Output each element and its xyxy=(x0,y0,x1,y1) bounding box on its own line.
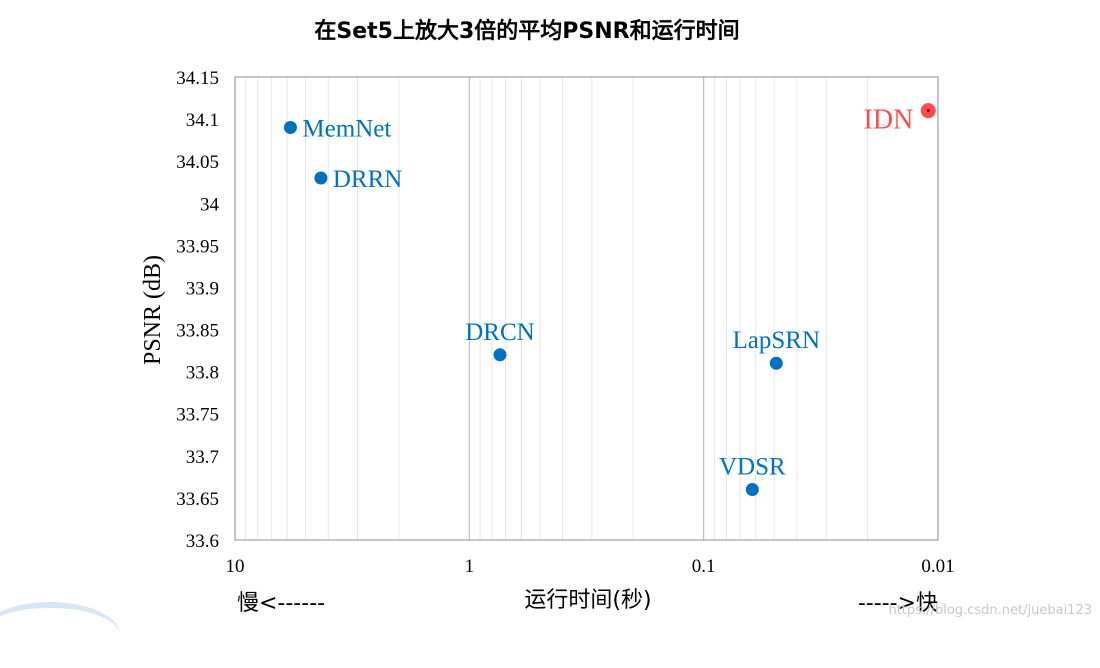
data-point xyxy=(314,171,328,185)
y-tick-label: 33.65 xyxy=(176,489,219,510)
chart-title: 在Set5上放大3倍的平均PSNR和运行时间 xyxy=(314,18,739,44)
x-tick-label: 1 xyxy=(465,556,475,577)
y-tick-label: 34.1 xyxy=(186,110,219,131)
watermark: https://blog.csdn.net/juebai123 xyxy=(888,603,1092,618)
data-point xyxy=(283,121,297,135)
data-point xyxy=(769,356,783,370)
data-points: MemNet DRRN DRCN LapSRN VDSR IDN xyxy=(283,103,936,496)
y-tick-label: 33.7 xyxy=(186,447,219,468)
y-tick-labels: 34.15 34.1 34.05 34 33.95 33.9 33.85 33.8 33.75 3… xyxy=(176,68,219,552)
data-point-label: VDSR xyxy=(719,453,786,480)
y-tick-label: 33.85 xyxy=(176,321,219,342)
y-tick-label: 33.9 xyxy=(186,278,219,299)
data-point xyxy=(745,482,759,496)
plot-area-frame xyxy=(234,76,939,541)
data-point xyxy=(493,348,507,362)
y-tick-label: 33.6 xyxy=(186,531,219,552)
x-tick-labels: 10 1 0.1 0.01 xyxy=(226,556,955,577)
y-tick-label: 34 xyxy=(200,194,220,215)
x-tick-label: 0.01 xyxy=(921,556,954,577)
slow-direction-label: 慢<------ xyxy=(237,591,325,616)
y-tick-label: 34.05 xyxy=(176,152,219,173)
data-point-label: IDN xyxy=(864,105,914,136)
x-tick-label: 10 xyxy=(226,556,245,577)
fast-direction-label: ----->快 xyxy=(858,591,938,616)
data-point-center xyxy=(926,109,930,113)
corner-swoosh-decoration xyxy=(0,602,120,668)
y-tick-label: 34.15 xyxy=(176,68,219,89)
scatter-chart: 在Set5上放大3倍的平均PSNR和运行时间 34.1534.134.05343… xyxy=(140,18,1092,618)
y-tick-label: 33.75 xyxy=(176,405,219,426)
y-axis-label: PSNR (dB) xyxy=(140,255,166,365)
grid-lines xyxy=(245,77,868,540)
x-axis-label: 运行时间(秒) xyxy=(524,588,651,613)
data-point-label: DRCN xyxy=(465,319,534,346)
data-point-label: MemNet xyxy=(302,116,391,143)
x-tick-label: 0.1 xyxy=(692,556,716,577)
y-tick-label: 33.8 xyxy=(186,363,219,384)
data-point-label: DRRN xyxy=(333,166,402,193)
data-point-label: LapSRN xyxy=(733,327,821,354)
y-tick-label: 33.95 xyxy=(176,236,219,257)
